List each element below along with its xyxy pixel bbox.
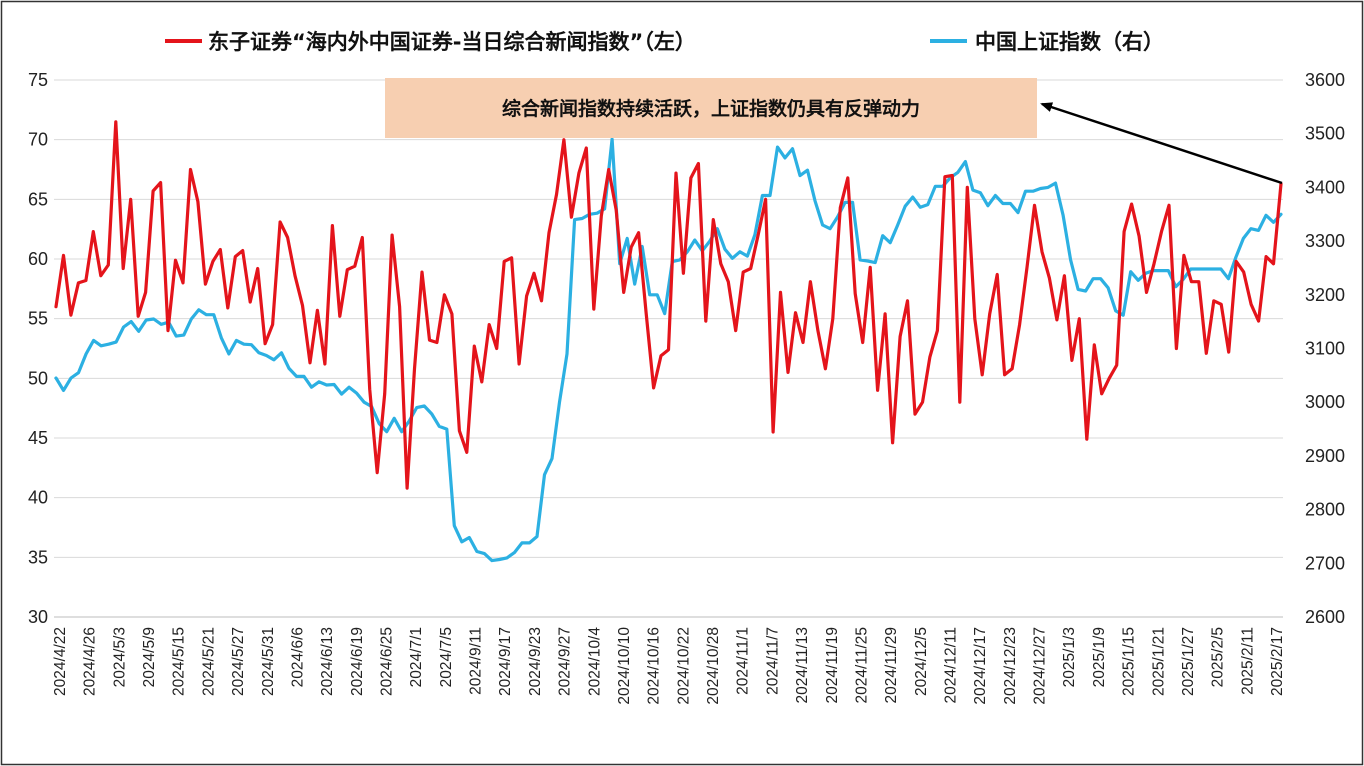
x-tick-label: 2024/5/27 xyxy=(230,627,247,696)
y-left-tick-label: 75 xyxy=(28,70,48,90)
x-tick-label: 2024/12/5 xyxy=(913,627,930,696)
legend: 东子证券“海内外中国证券-当日综合新闻指数”（左） 中国上证指数（右） xyxy=(165,30,1164,54)
y-axis-left: 30 35 40 45 50 55 60 65 70 75 xyxy=(28,70,48,627)
shanghai-index-line xyxy=(54,137,1283,563)
x-tick-label: 2024/11/1 xyxy=(735,627,752,695)
x-tick-label: 2024/12/23 xyxy=(1002,627,1019,705)
x-axis: 2024/4/22 2024/4/26 2024/5/3 2024/5/9 2024/5… xyxy=(52,627,1286,705)
x-tick-label: 2025/2/5 xyxy=(1210,627,1227,687)
x-tick-label: 2025/1/27 xyxy=(1180,627,1197,696)
x-tick-label: 2024/6/13 xyxy=(319,627,336,696)
annotation: 综合新闻指数持续活跃，上证指数仍具有反弹动力 xyxy=(385,78,1283,185)
x-tick-label: 2024/11/7 xyxy=(764,627,781,695)
y-axis-right: 2600 2700 2800 2900 3000 3100 3200 3300 3400 3500… xyxy=(1305,70,1345,627)
x-tick-label: 2024/9/23 xyxy=(527,627,544,696)
y-right-tick-label: 3600 xyxy=(1305,70,1345,90)
x-tick-label: 2024/10/10 xyxy=(616,627,633,705)
y-right-tick-label: 3500 xyxy=(1305,124,1345,144)
x-tick-label: 2025/1/21 xyxy=(1150,627,1167,696)
x-tick-label: 2024/5/3 xyxy=(111,627,128,687)
y-right-tick-label: 3000 xyxy=(1305,392,1345,412)
y-left-tick-label: 60 xyxy=(28,249,48,269)
y-right-tick-label: 3100 xyxy=(1305,339,1345,359)
annotation-text: 综合新闻指数持续活跃，上证指数仍具有反弹动力 xyxy=(502,97,920,120)
x-tick-label: 2024/11/25 xyxy=(853,627,870,703)
x-tick-label: 2024/7/1 xyxy=(408,627,425,687)
x-tick-label: 2024/9/27 xyxy=(557,627,574,696)
x-tick-label: 2025/2/11 xyxy=(1239,627,1256,695)
y-right-tick-label: 2600 xyxy=(1305,607,1345,627)
x-tick-label: 2024/5/31 xyxy=(260,627,277,696)
x-tick-label: 2024/11/29 xyxy=(883,627,900,703)
x-tick-label: 2024/5/15 xyxy=(171,627,188,696)
x-tick-label: 2024/5/9 xyxy=(141,627,158,687)
x-tick-label: 2024/7/5 xyxy=(438,627,455,687)
news-index-line xyxy=(54,120,1283,490)
y-left-tick-label: 70 xyxy=(28,130,48,150)
y-left-tick-label: 40 xyxy=(28,488,48,508)
series-layer xyxy=(54,120,1283,563)
x-tick-label: 2024/12/27 xyxy=(1032,627,1049,705)
x-tick-label: 2024/10/22 xyxy=(675,627,692,705)
y-left-tick-label: 65 xyxy=(28,189,48,209)
x-tick-label: 2024/9/17 xyxy=(497,627,514,696)
x-tick-label: 2024/10/28 xyxy=(705,627,722,705)
x-tick-label: 2025/1/15 xyxy=(1121,627,1138,696)
x-tick-label: 2024/4/26 xyxy=(82,627,99,696)
x-tick-label: 2025/1/9 xyxy=(1091,627,1108,687)
y-right-tick-label: 2900 xyxy=(1305,446,1345,466)
x-tick-label: 2024/11/13 xyxy=(794,627,811,703)
x-tick-label: 2024/6/19 xyxy=(349,627,366,696)
y-right-tick-label: 3400 xyxy=(1305,177,1345,197)
y-right-tick-label: 3200 xyxy=(1305,285,1345,305)
x-tick-label: 2025/1/3 xyxy=(1061,627,1078,687)
x-tick-label: 2024/12/11 xyxy=(942,627,959,703)
y-left-tick-label: 45 xyxy=(28,428,48,448)
y-right-tick-label: 3300 xyxy=(1305,231,1345,251)
x-tick-label: 2024/10/16 xyxy=(646,627,663,705)
y-left-tick-label: 50 xyxy=(28,368,48,388)
annotation-arrow xyxy=(1040,102,1283,185)
y-left-tick-label: 30 xyxy=(28,607,48,627)
x-tick-label: 2024/4/22 xyxy=(52,627,69,696)
x-tick-label: 2024/10/4 xyxy=(586,627,603,696)
annotation-box xyxy=(385,78,1037,138)
legend-label-news-index: 东子证券“海内外中国证券-当日综合新闻指数”（左） xyxy=(208,30,696,54)
x-tick-label: 2025/2/17 xyxy=(1269,627,1286,696)
y-left-tick-label: 35 xyxy=(28,547,48,567)
legend-label-shanghai-index: 中国上证指数（右） xyxy=(975,30,1164,54)
x-tick-label: 2024/6/25 xyxy=(379,627,396,696)
x-tick-label: 2024/5/21 xyxy=(200,627,217,696)
x-tick-label: 2024/6/6 xyxy=(289,627,306,687)
x-tick-label: 2024/11/19 xyxy=(824,627,841,703)
y-left-tick-label: 55 xyxy=(28,309,48,329)
y-right-tick-label: 2800 xyxy=(1305,500,1345,520)
y-right-tick-label: 2700 xyxy=(1305,553,1345,573)
x-tick-label: 2024/12/17 xyxy=(972,627,989,705)
x-tick-label: 2024/9/11 xyxy=(468,627,485,695)
